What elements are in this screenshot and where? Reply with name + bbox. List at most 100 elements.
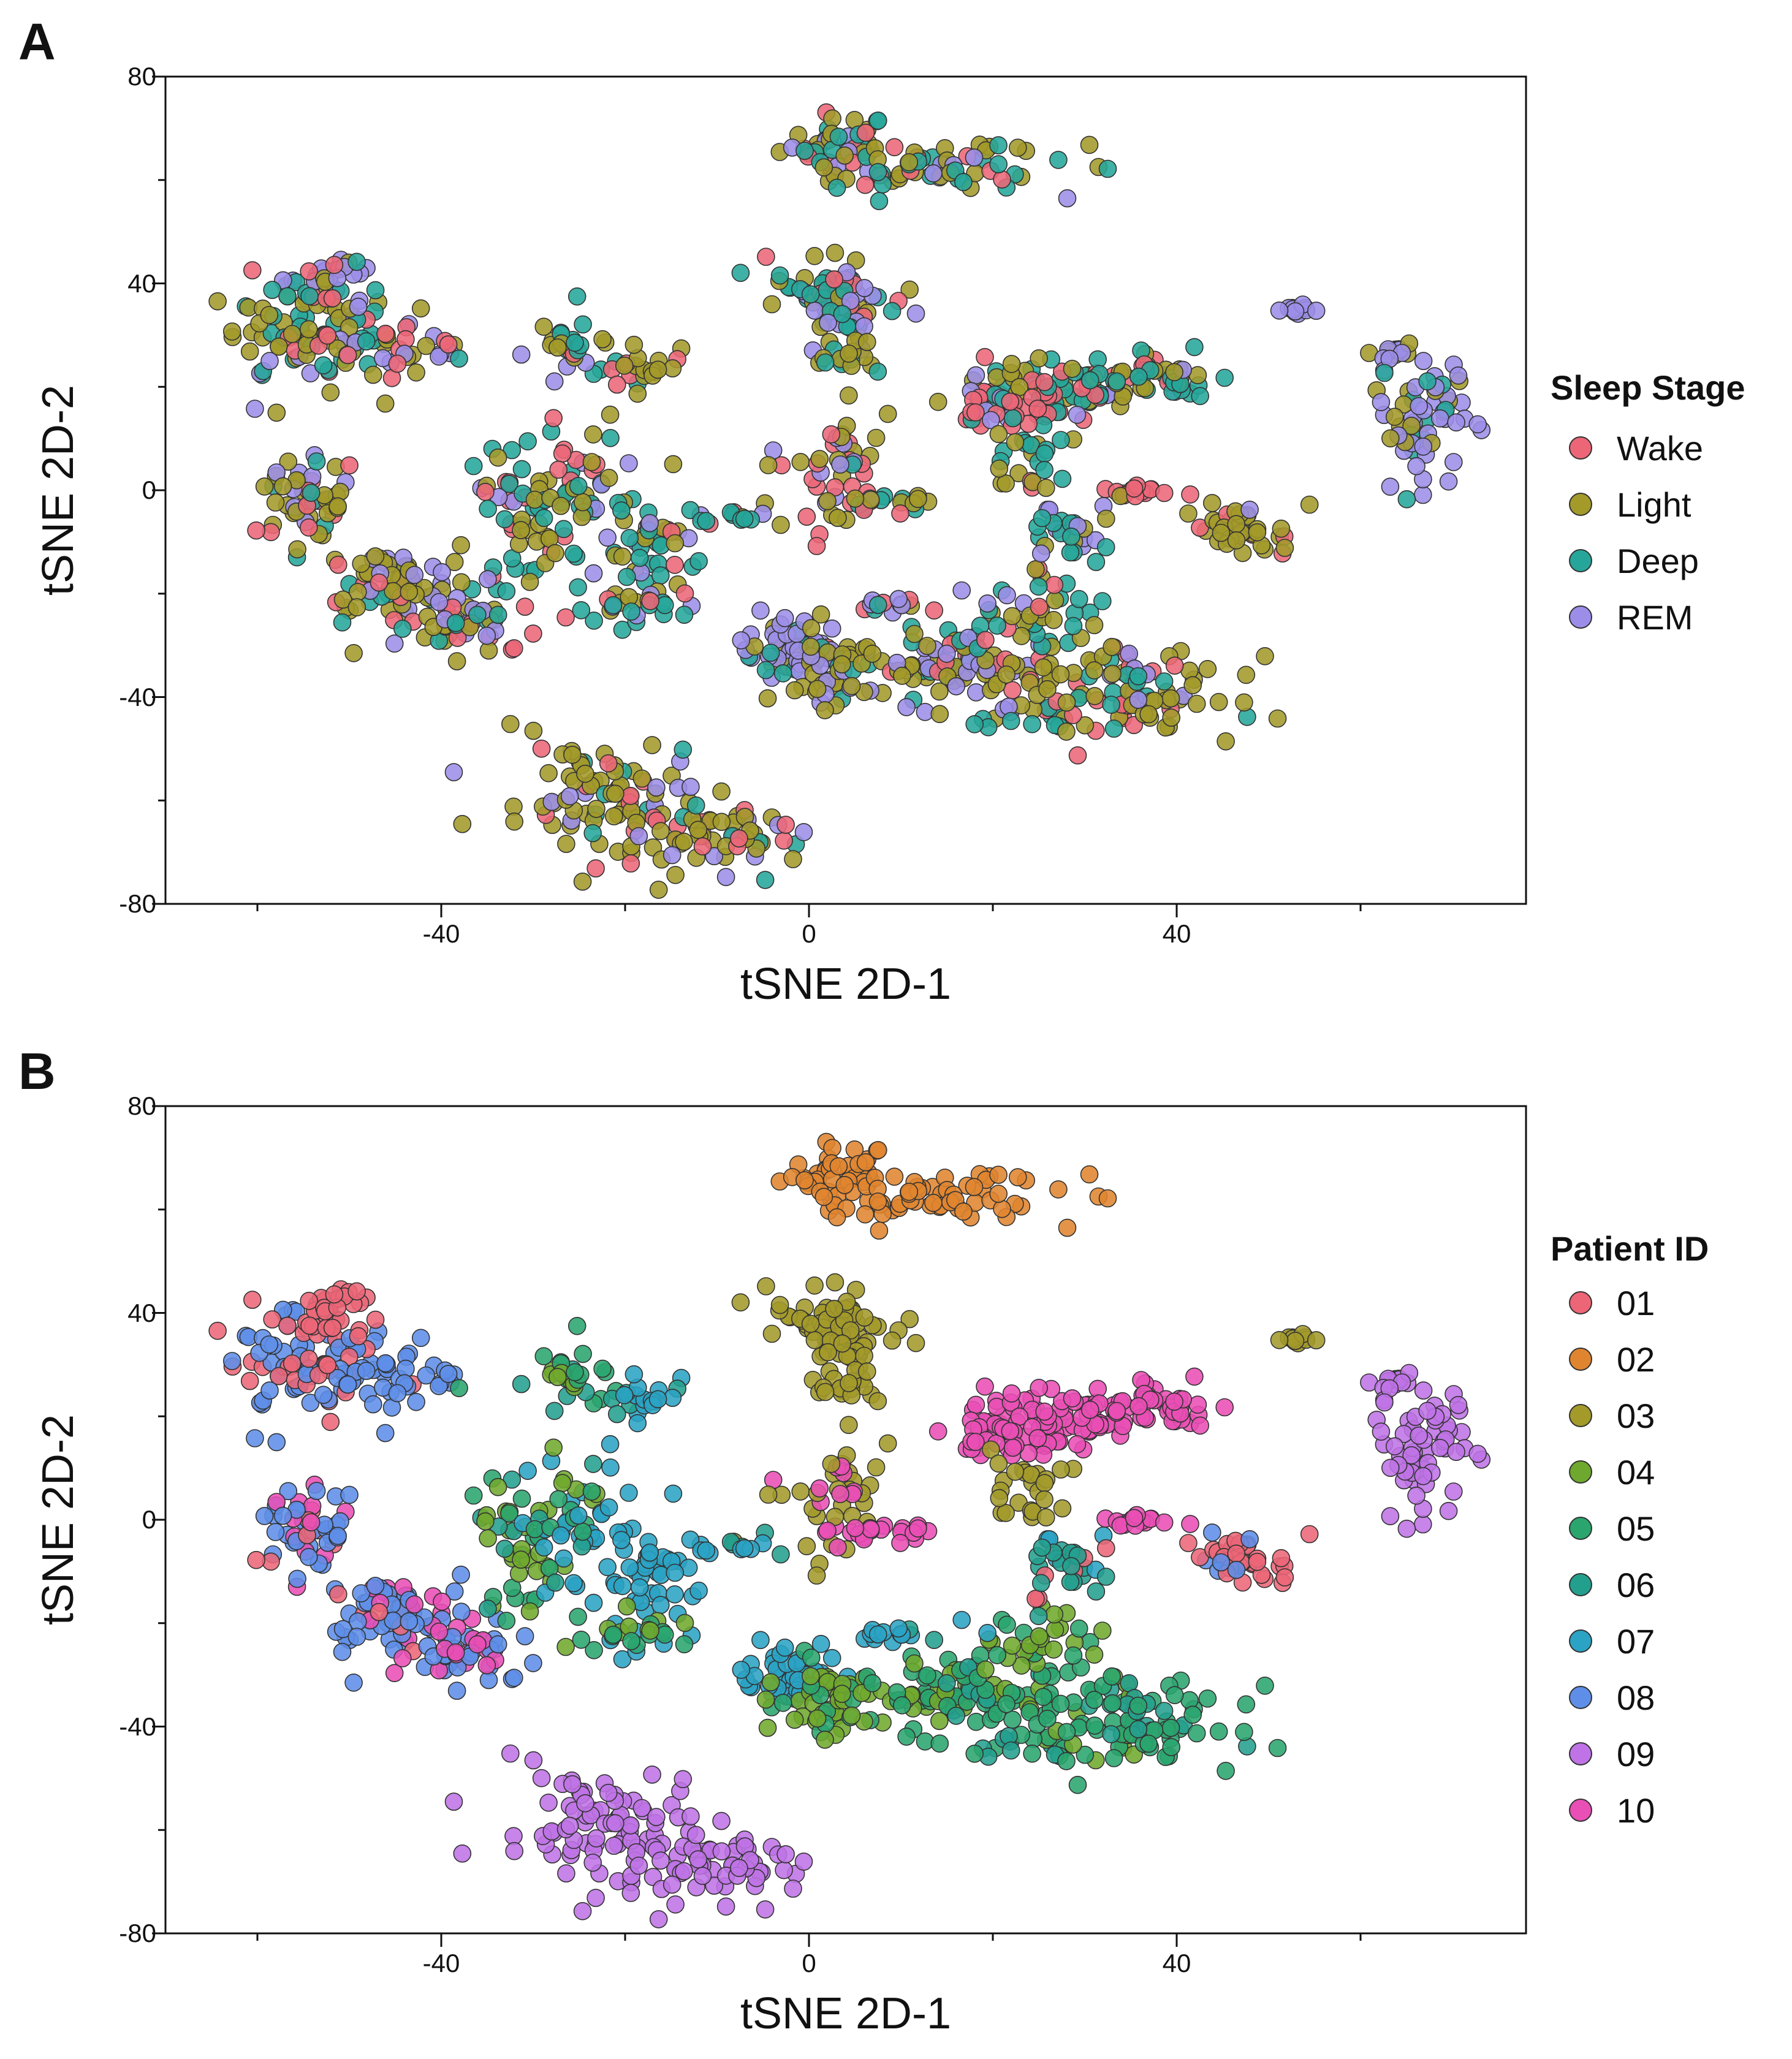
data-point <box>453 814 472 833</box>
legend-item-light: Light <box>1551 476 1745 533</box>
legend-marker <box>1569 1686 1592 1709</box>
data-point <box>300 1291 318 1310</box>
x-axis-label: tSNE 2D-1 <box>740 960 952 1009</box>
panel-letter: B <box>18 1042 56 1100</box>
data-point <box>1449 366 1468 385</box>
data-point <box>366 1577 385 1595</box>
data-point <box>868 163 887 181</box>
data-point <box>587 800 606 818</box>
data-point <box>833 1685 851 1703</box>
data-point <box>617 1597 636 1616</box>
data-point <box>615 1386 634 1405</box>
data-point <box>989 1166 1008 1184</box>
data-point <box>488 1477 507 1496</box>
data-point <box>997 474 1015 493</box>
data-point <box>263 1310 281 1329</box>
data-point <box>811 605 830 624</box>
data-point <box>1385 1437 1404 1456</box>
data-point <box>476 482 495 501</box>
data-point <box>831 455 849 474</box>
data-point <box>1256 647 1274 665</box>
data-point <box>520 1602 539 1621</box>
data-point <box>998 1615 1016 1634</box>
data-point <box>1181 485 1199 504</box>
data-point <box>1165 1686 1184 1705</box>
data-point <box>990 459 1009 478</box>
data-point <box>347 1282 366 1301</box>
data-point <box>504 1669 523 1687</box>
data-point <box>1023 1744 1041 1763</box>
data-point <box>468 605 487 624</box>
x-axis-label: tSNE 2D-1 <box>740 1989 952 2038</box>
legend-item-06: 06 <box>1551 1557 1709 1613</box>
data-point <box>1029 1607 1048 1626</box>
data-point <box>279 452 298 471</box>
data-point <box>1006 1462 1025 1481</box>
data-point <box>808 1709 827 1728</box>
data-point <box>1001 392 1020 411</box>
data-point <box>222 322 241 341</box>
data-point <box>1179 504 1198 523</box>
data-point <box>430 593 449 612</box>
data-point <box>819 313 837 332</box>
data-point <box>1270 1330 1289 1349</box>
data-point <box>376 1354 395 1373</box>
data-point <box>802 637 820 656</box>
legend-title: Patient ID <box>1551 1229 1709 1268</box>
data-point <box>632 769 651 788</box>
data-point <box>1237 665 1256 684</box>
data-point <box>1001 1422 1020 1441</box>
data-point <box>552 1526 570 1545</box>
data-point <box>947 1707 965 1725</box>
data-point <box>891 1534 909 1552</box>
data-point <box>1068 405 1087 424</box>
data-point <box>693 1867 712 1885</box>
data-point <box>990 1488 1009 1507</box>
data-point <box>816 1382 835 1401</box>
data-point <box>651 1851 670 1870</box>
legend-sleep-stage: Sleep Stage Wake Light Deep REM <box>1551 368 1745 645</box>
data-point <box>775 609 794 628</box>
data-point <box>1414 352 1433 370</box>
data-point <box>446 1643 465 1662</box>
data-point <box>1468 1444 1487 1463</box>
data-point <box>819 1343 837 1362</box>
legend-label: 09 <box>1617 1734 1655 1773</box>
data-point <box>681 1807 700 1826</box>
data-point <box>989 1454 1008 1473</box>
data-point <box>827 178 846 197</box>
data-point <box>208 1321 227 1340</box>
data-point <box>730 829 748 847</box>
data-point <box>323 1318 342 1337</box>
data-point <box>1381 1507 1400 1526</box>
data-point <box>1085 1716 1104 1735</box>
data-point <box>300 320 318 339</box>
data-point <box>1104 719 1123 738</box>
data-point <box>598 1558 617 1577</box>
data-point <box>557 835 575 853</box>
data-point <box>870 192 889 210</box>
data-point <box>1414 437 1432 456</box>
data-point <box>878 1434 897 1453</box>
data-point <box>735 1539 754 1558</box>
data-point <box>1052 1460 1070 1479</box>
data-point <box>641 592 659 610</box>
data-point <box>613 547 632 566</box>
data-point <box>675 605 694 624</box>
data-point <box>407 1392 425 1411</box>
data-point <box>846 489 865 508</box>
data-point <box>1418 1401 1437 1420</box>
data-point <box>841 292 860 310</box>
data-point <box>785 1710 804 1729</box>
data-point <box>807 1566 826 1585</box>
legend-label: 04 <box>1617 1452 1655 1492</box>
data-point <box>512 1550 530 1569</box>
data-point <box>393 620 412 638</box>
data-point <box>1185 1367 1204 1386</box>
data-point <box>352 1584 371 1602</box>
data-point <box>347 252 366 271</box>
data-point <box>818 1521 837 1540</box>
data-point <box>572 1630 591 1649</box>
data-point <box>664 455 683 474</box>
data-point <box>675 584 694 603</box>
